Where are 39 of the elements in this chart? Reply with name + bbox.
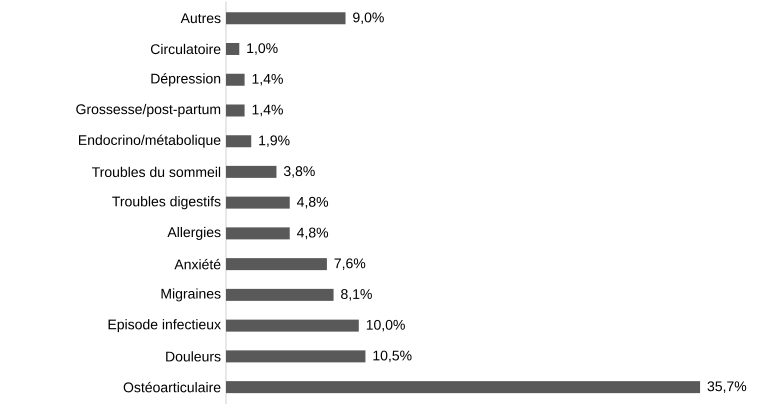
y-tick-label: Episode infectieux bbox=[108, 319, 221, 332]
bar bbox=[226, 381, 700, 394]
data-label: 3,8% bbox=[284, 166, 315, 178]
y-tick-label: Douleurs bbox=[166, 351, 221, 362]
bar bbox=[226, 288, 334, 301]
y-tick-label: Dépression bbox=[151, 73, 220, 86]
bar bbox=[226, 74, 245, 86]
y-tick-label: Troubles du sommeil bbox=[92, 166, 220, 178]
data-label: 10,0% bbox=[366, 320, 405, 332]
data-label: 1,9% bbox=[259, 135, 290, 147]
data-label: 1,0% bbox=[247, 43, 278, 55]
data-label: 1,4% bbox=[252, 104, 283, 116]
data-label: 35,7% bbox=[708, 381, 746, 393]
data-label: 8,1% bbox=[341, 289, 372, 301]
data-label: 4,8% bbox=[296, 196, 328, 208]
bar bbox=[226, 166, 276, 178]
bar bbox=[226, 350, 366, 362]
y-tick-label: Grossesse/post-partum bbox=[76, 104, 220, 117]
data-label: 9,0% bbox=[353, 12, 384, 24]
bar bbox=[226, 320, 359, 332]
y-tick-label: Ostéoarticulaire bbox=[124, 382, 220, 392]
bar bbox=[226, 104, 245, 116]
bar bbox=[226, 42, 240, 55]
y-tick-label: Anxiété bbox=[174, 258, 220, 270]
y-tick-label: Allergies bbox=[167, 226, 221, 240]
bar bbox=[226, 196, 290, 209]
data-label: 10,5% bbox=[373, 350, 412, 362]
data-label: 7,6% bbox=[334, 258, 366, 270]
y-tick-label: Endocrino/métabolique bbox=[79, 134, 220, 148]
bar bbox=[226, 258, 327, 270]
y-tick-label: Migraines bbox=[162, 288, 221, 302]
data-label: 4,8% bbox=[296, 228, 328, 240]
bar bbox=[226, 12, 346, 24]
y-tick-label: Autres bbox=[180, 13, 221, 24]
bar bbox=[226, 135, 252, 148]
y-tick-label: Circulatoire bbox=[150, 44, 220, 54]
data-label: 1,4% bbox=[252, 74, 283, 86]
y-tick-label: Troubles digestifs bbox=[112, 196, 221, 210]
bar bbox=[226, 227, 290, 240]
